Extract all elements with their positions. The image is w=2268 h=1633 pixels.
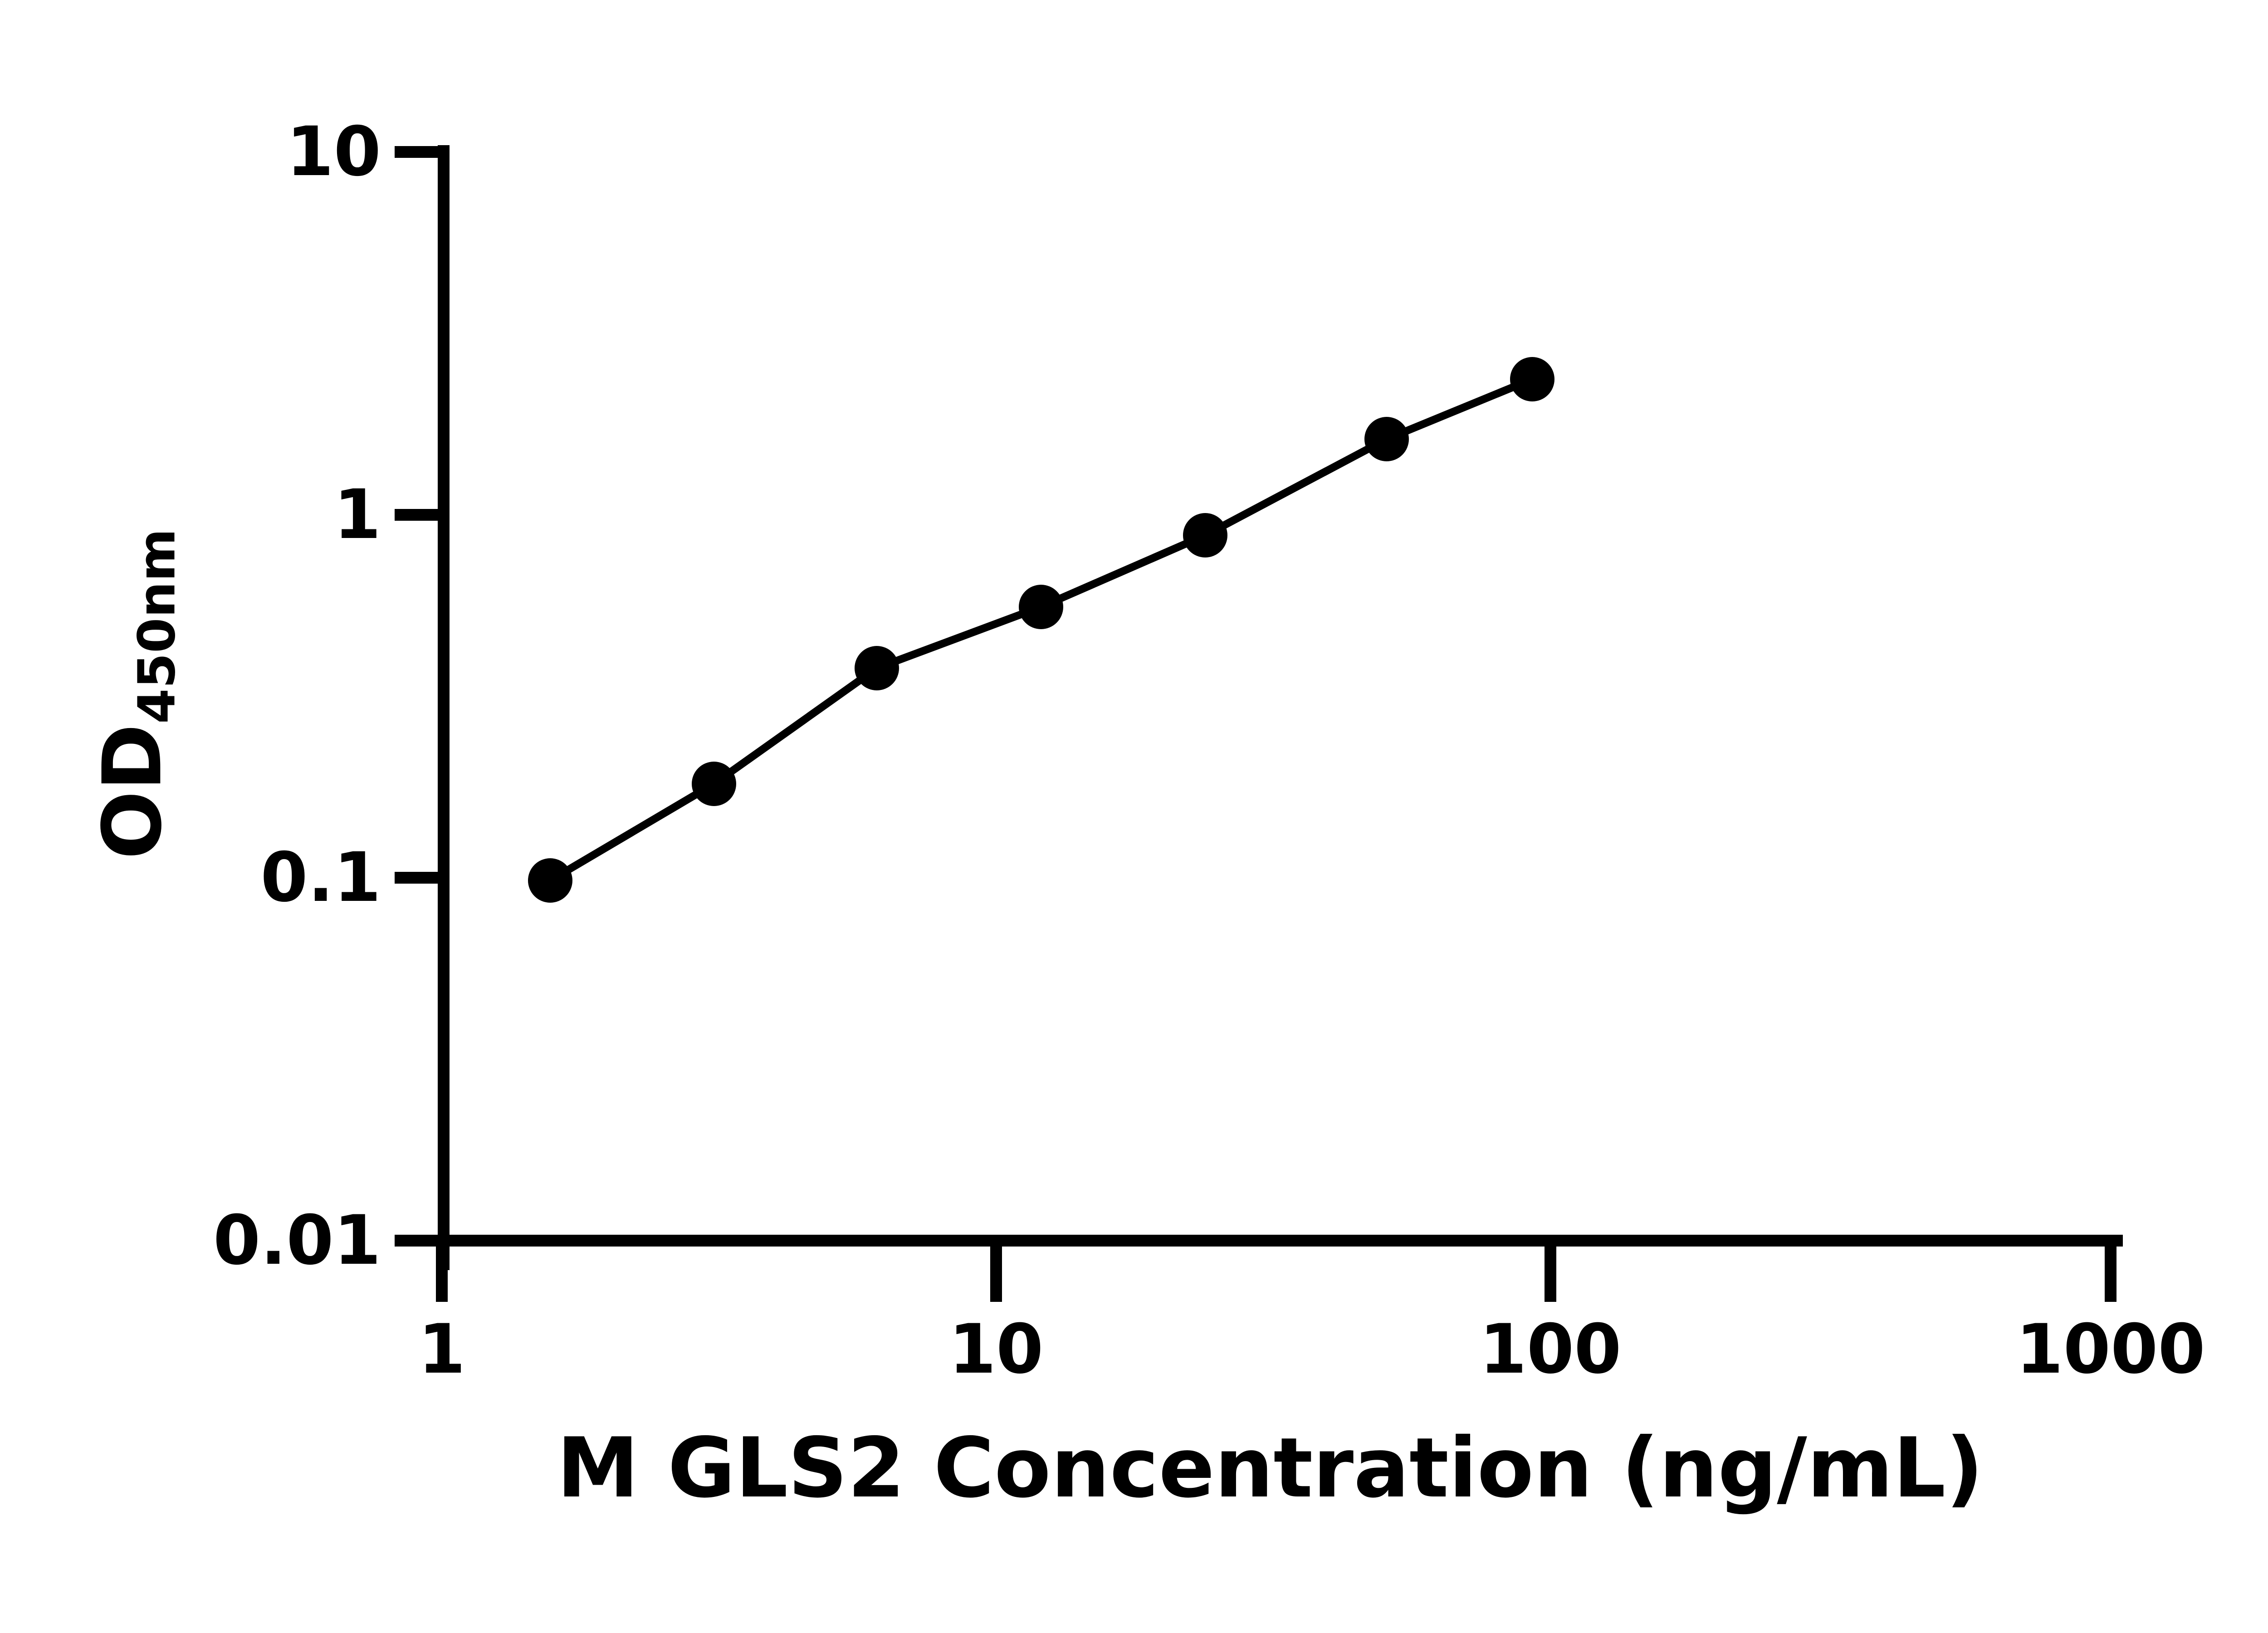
data-series-group [528, 357, 1554, 903]
x-tick-label-1: 1 [418, 1310, 466, 1389]
x-axis-title: M GLS2 Concentration (ng/mL) [557, 1420, 1984, 1516]
data-point-marker [1183, 513, 1227, 557]
y-axis-title-subscript: 450nm [127, 528, 187, 724]
x-tick-label-1000: 1000 [2016, 1310, 2205, 1389]
y-axis-title-main: OD [85, 724, 180, 860]
y-tick-label-10: 10 [286, 112, 381, 191]
axes-group [395, 145, 2123, 1302]
data-point-marker [528, 858, 572, 903]
data-point-marker [855, 646, 899, 690]
y-tick-label-0-1: 0.1 [260, 838, 381, 917]
data-point-marker [692, 762, 736, 806]
data-point-marker [1019, 585, 1063, 629]
data-point-marker [1364, 417, 1409, 461]
x-tick-label-100: 100 [1479, 1310, 1622, 1389]
x-tick-label-10: 10 [948, 1310, 1044, 1389]
y-tick-label-1: 1 [333, 475, 381, 554]
y-tick-label-0-01: 0.01 [213, 1201, 381, 1280]
data-point-marker [1510, 357, 1554, 401]
y-axis-title: OD450nm [85, 528, 186, 859]
